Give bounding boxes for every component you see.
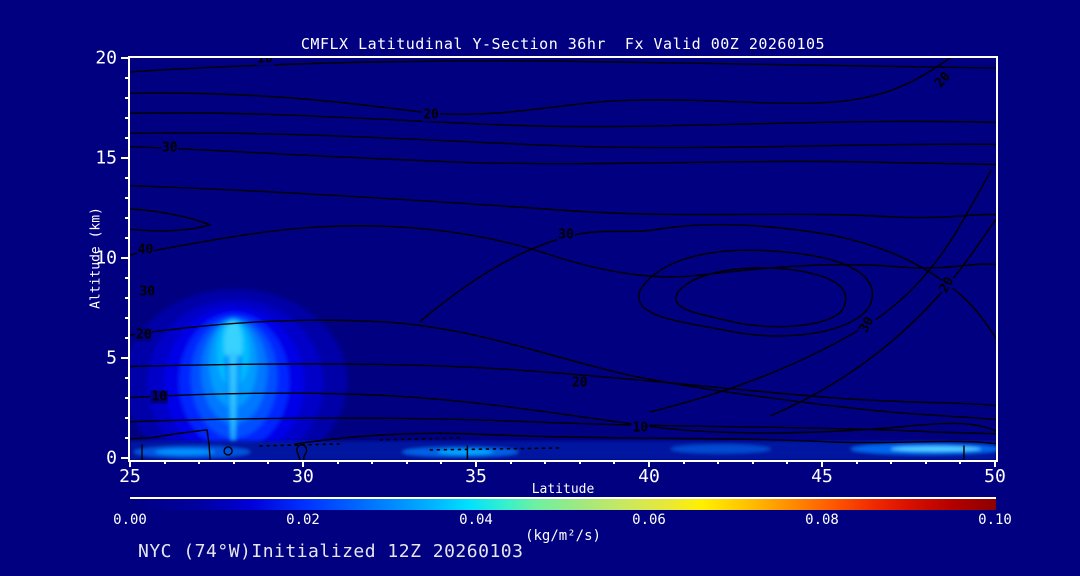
x-tick-label: 40 [638, 466, 660, 487]
contour-label: 10 [631, 420, 650, 436]
y-tick-label: 20 [95, 47, 117, 69]
x-major-tick [129, 460, 131, 467]
y-tick-label: 0 [106, 447, 117, 469]
x-minor-tick [440, 460, 443, 464]
colorbar [130, 497, 996, 510]
x-major-tick [648, 460, 650, 467]
y-minor-tick [125, 417, 130, 419]
x-minor-tick [198, 460, 201, 464]
x-major-tick [302, 460, 304, 467]
y-axis-title: Altitude (km) [88, 207, 104, 309]
y-minor-tick [125, 217, 130, 219]
x-minor-tick [959, 460, 962, 464]
x-minor-tick [717, 460, 720, 464]
y-major-tick [121, 357, 130, 359]
y-major-tick [121, 157, 130, 159]
x-minor-tick [578, 460, 581, 464]
contour-label: 20 [422, 107, 440, 123]
x-minor-tick [751, 460, 754, 464]
x-minor-tick [267, 460, 270, 464]
y-minor-tick [125, 177, 130, 179]
colorbar-tick-label: 0.10 [978, 512, 1012, 528]
y-minor-tick [125, 277, 130, 279]
contour-plot-svg [130, 58, 996, 460]
x-minor-tick [336, 460, 339, 464]
y-major-tick [121, 257, 130, 259]
colorbar-tick-label: 0.04 [459, 512, 493, 528]
contour-label: 30 [138, 284, 157, 300]
y-major-tick [121, 57, 130, 59]
contour-label: 40 [136, 242, 155, 258]
chart-title: CMFLX Latitudinal Y-Section 36hr Fx Vali… [300, 35, 826, 53]
x-tick-label: 35 [465, 466, 487, 487]
x-axis-title: Latitude [531, 482, 595, 497]
colorbar-tick-label: 0.06 [632, 512, 666, 528]
colorbar-tick-label: 0.02 [286, 512, 320, 528]
contour-label: 10 [150, 389, 169, 405]
plot-canvas: 10 20 20 30 40 30 30 20 10 20 10 30 20 [130, 58, 996, 460]
x-minor-tick [890, 460, 893, 464]
moisture-plume-shading [130, 289, 348, 460]
x-minor-tick [509, 460, 512, 464]
y-minor-tick [125, 317, 130, 319]
x-minor-tick [163, 460, 166, 464]
x-minor-tick [786, 460, 789, 464]
contour-label: 10 [256, 58, 274, 66]
y-minor-tick [125, 237, 130, 239]
x-tick-label: 25 [119, 466, 141, 487]
y-minor-tick [125, 397, 130, 399]
x-minor-tick [613, 460, 616, 464]
x-major-tick [994, 460, 996, 467]
colorbar-tick-label: 0.00 [113, 512, 147, 528]
x-minor-tick [682, 460, 685, 464]
x-minor-tick [544, 460, 547, 464]
y-minor-tick [125, 117, 130, 119]
contour-label: 20 [135, 327, 153, 343]
x-minor-tick [405, 460, 408, 464]
y-minor-tick [125, 197, 130, 199]
init-info-text: NYC (74°W)Initialized 12Z 20260103 [138, 541, 524, 562]
y-tick-label: 5 [106, 347, 117, 369]
x-minor-tick [855, 460, 858, 464]
x-tick-label: 50 [984, 466, 1006, 487]
contour-label: 30 [557, 227, 575, 243]
contour-label: 20 [570, 375, 589, 391]
contour-label: 30 [160, 140, 179, 156]
y-minor-tick [125, 137, 130, 139]
x-minor-tick [924, 460, 927, 464]
y-minor-tick [125, 437, 130, 439]
contour-lines [130, 58, 996, 460]
y-minor-tick [125, 377, 130, 379]
x-minor-tick [371, 460, 374, 464]
y-minor-tick [125, 337, 130, 339]
y-tick-label: 10 [95, 247, 117, 269]
x-minor-tick [232, 460, 235, 464]
y-minor-tick [125, 297, 130, 299]
plot-area: 10 20 20 30 40 30 30 20 10 20 10 30 20 [128, 56, 998, 462]
y-minor-tick [125, 97, 130, 99]
x-tick-label: 30 [292, 466, 314, 487]
x-tick-label: 45 [811, 466, 833, 487]
colorbar-tick-label: 0.08 [805, 512, 839, 528]
x-major-tick [821, 460, 823, 467]
colorbar-units-label: (kg/m²/s) [525, 528, 601, 544]
x-major-tick [475, 460, 477, 467]
y-tick-label: 15 [95, 147, 117, 169]
y-minor-tick [125, 77, 130, 79]
surface-layer-shading [130, 440, 996, 460]
y-major-tick [121, 457, 130, 459]
